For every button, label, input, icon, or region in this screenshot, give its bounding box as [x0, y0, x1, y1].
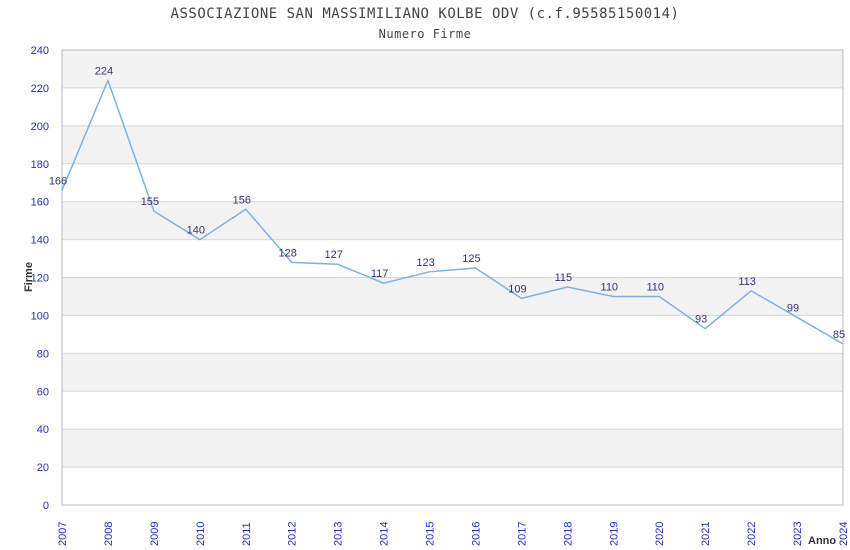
- x-tick-label: 2020: [654, 522, 666, 546]
- plot-band: [62, 467, 843, 505]
- x-tick-label: 2009: [149, 522, 161, 546]
- x-axis-title: Anno: [808, 535, 836, 547]
- data-label: 155: [141, 196, 159, 208]
- x-tick-label: 2019: [608, 522, 620, 546]
- data-label: 128: [279, 247, 297, 259]
- plot-band: [62, 50, 843, 88]
- y-axis-title: Firme: [23, 262, 35, 292]
- data-label: 166: [49, 175, 67, 187]
- data-label: 110: [646, 281, 664, 293]
- data-label: 140: [187, 225, 205, 237]
- x-tick-label: 2017: [516, 522, 528, 546]
- y-tick-label: 100: [31, 310, 49, 322]
- plot-band: [62, 353, 843, 392]
- data-label: 127: [324, 249, 342, 261]
- data-label: 99: [787, 302, 799, 314]
- y-tick-label: 160: [31, 197, 49, 209]
- data-label: 85: [833, 329, 845, 341]
- data-label: 125: [462, 253, 480, 265]
- plot-band: [62, 201, 843, 240]
- y-tick-label: 0: [43, 500, 49, 512]
- x-tick-label: 2008: [103, 522, 115, 546]
- data-label: 123: [416, 257, 434, 269]
- x-tick-label: 2010: [195, 522, 207, 546]
- data-label: 110: [601, 281, 619, 293]
- chart-title: ASSOCIAZIONE SAN MASSIMILIANO KOLBE ODV …: [170, 6, 680, 22]
- x-tick-label: 2023: [792, 522, 804, 546]
- plot-band: [62, 239, 843, 278]
- data-label: 109: [508, 283, 526, 295]
- x-tick-label: 2012: [287, 522, 299, 546]
- y-tick-label: 80: [37, 348, 49, 360]
- y-tick-label: 20: [37, 462, 49, 474]
- x-tick-label: 2015: [425, 522, 437, 546]
- x-tick-label: 2007: [57, 522, 69, 546]
- data-label: 156: [233, 194, 251, 206]
- y-tick-label: 180: [31, 159, 49, 171]
- data-label: 113: [738, 276, 756, 288]
- x-tick-label: 2011: [241, 522, 253, 546]
- y-tick-label: 60: [37, 386, 49, 398]
- y-tick-label: 200: [31, 121, 49, 133]
- plot-band: [62, 277, 843, 316]
- data-label: 115: [555, 272, 573, 284]
- x-tick-label: 2022: [746, 522, 758, 546]
- plot-band: [62, 429, 843, 468]
- line-series: [61, 79, 844, 345]
- y-tick-label: 40: [37, 424, 49, 436]
- plot-band: [62, 125, 843, 164]
- plot-band: [62, 391, 843, 430]
- data-label: 117: [371, 268, 389, 280]
- data-label: 224: [95, 65, 113, 77]
- plot-band: [62, 163, 843, 202]
- x-tick-label: 2024: [838, 522, 850, 546]
- x-tick-label: 2014: [379, 522, 391, 546]
- data-label: 93: [695, 314, 707, 326]
- x-tick-label: 2021: [700, 522, 712, 546]
- x-tick-label: 2016: [470, 522, 482, 546]
- x-tick-label: 2018: [562, 522, 574, 546]
- y-tick-label: 220: [31, 83, 49, 95]
- y-tick-label: 120: [31, 273, 49, 285]
- plot-border: [61, 49, 844, 506]
- plot-band: [62, 87, 843, 126]
- y-tick-label: 140: [31, 235, 49, 247]
- y-tick-label: 240: [31, 45, 49, 57]
- x-tick-label: 2013: [333, 522, 345, 546]
- chart-subtitle: Numero Firme: [378, 27, 472, 41]
- plot-band: [62, 315, 843, 354]
